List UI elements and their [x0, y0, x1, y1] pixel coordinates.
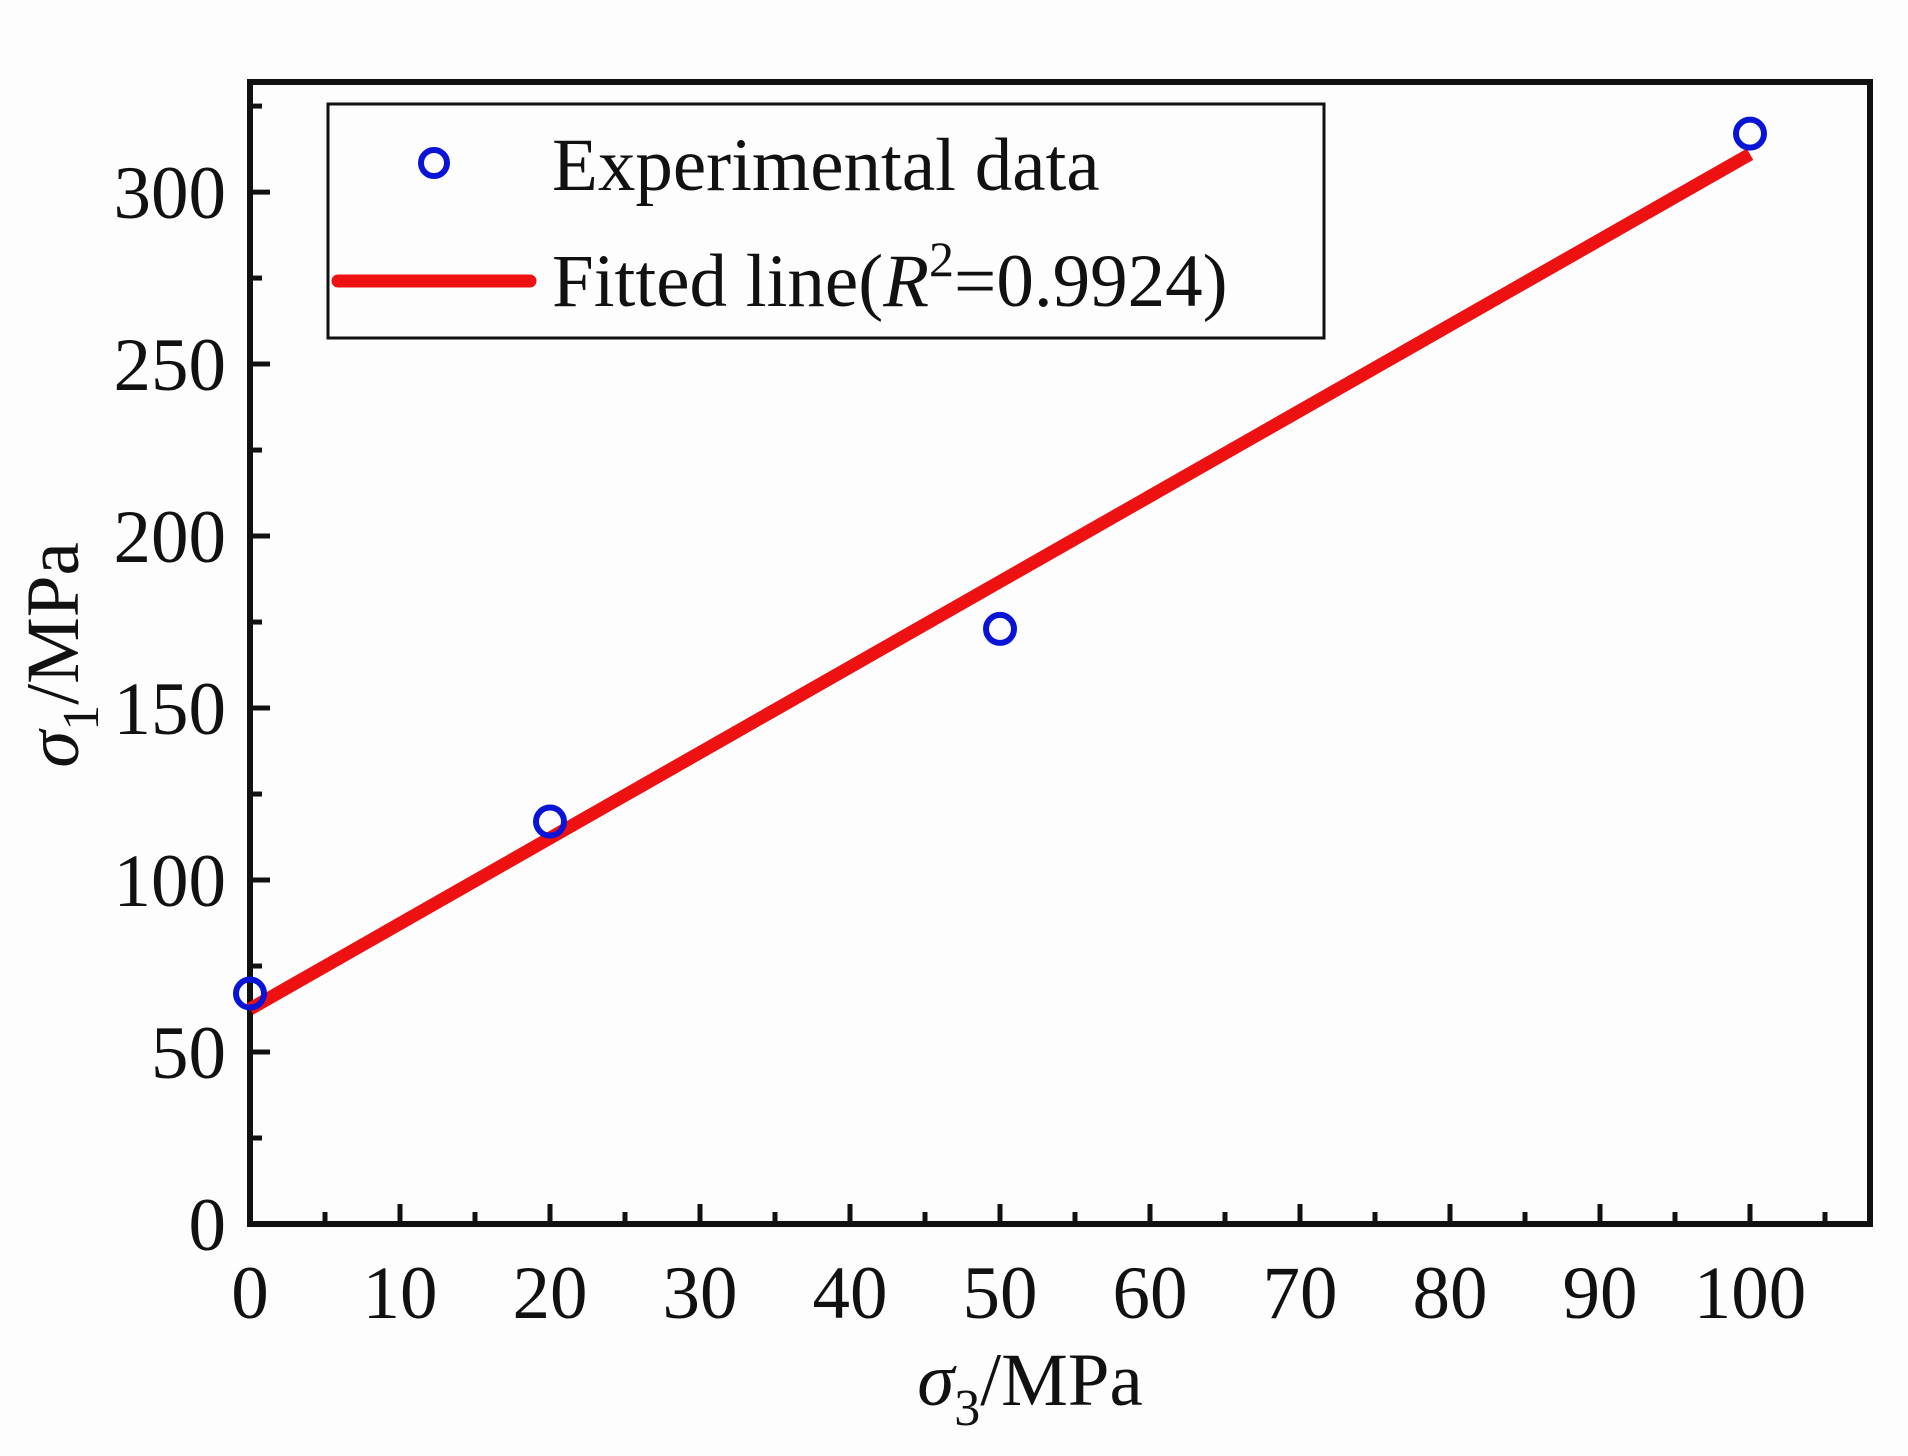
x-tick-label: 50: [963, 1252, 1038, 1335]
x-tick-label: 100: [1694, 1252, 1807, 1335]
y-axis-ticks: [250, 103, 270, 1227]
y-tick-label: 200: [114, 496, 227, 579]
x-tick-label: 40: [813, 1252, 888, 1335]
data-point: [533, 804, 567, 839]
data-point: [233, 976, 267, 1011]
legend-marker-experimental: [418, 147, 450, 179]
experimental-points-layer: [233, 116, 1767, 1011]
y-axis-tick-labels: 0 50 100 150 200 250 300: [114, 152, 227, 1267]
data-point: [983, 611, 1017, 646]
x-tick-label: 20: [513, 1252, 588, 1335]
plot-area-frame: [247, 79, 1873, 1227]
y-tick-label: 50: [151, 1012, 226, 1095]
fitted-line: [246, 148, 1754, 1015]
y-tick-label: 0: [189, 1184, 227, 1267]
x-axis-title: σ3/MPa: [917, 1339, 1143, 1437]
x-axis-tick-labels: 0 10 20 30 40 50 60 70 80 90 100: [231, 1252, 1806, 1335]
x-tick-label: 80: [1413, 1252, 1488, 1335]
y-tick-label: 100: [114, 840, 227, 923]
y-tick-label: 250: [114, 324, 227, 407]
legend-label-experimental: Experimental data: [552, 124, 1100, 207]
data-point: [1733, 116, 1767, 151]
x-tick-label: 30: [663, 1252, 738, 1335]
y-tick-label: 150: [114, 668, 227, 751]
y-axis-title: σ1/MPa: [12, 542, 110, 768]
x-tick-label: 90: [1563, 1252, 1638, 1335]
x-tick-label: 60: [1113, 1252, 1188, 1335]
fitted-line-layer: [246, 148, 1754, 1015]
x-axis-ticks: [247, 1204, 1828, 1224]
x-tick-label: 10: [363, 1252, 438, 1335]
x-tick-label: 70: [1263, 1252, 1338, 1335]
x-tick-label: 0: [231, 1252, 269, 1335]
legend-label-fitted-line: Fitted line(R2=0.9924): [552, 231, 1228, 323]
y-tick-label: 300: [114, 152, 227, 235]
legend: Experimental data Fitted line(R2=0.9924): [326, 102, 1326, 340]
legend-box: [326, 102, 1326, 340]
